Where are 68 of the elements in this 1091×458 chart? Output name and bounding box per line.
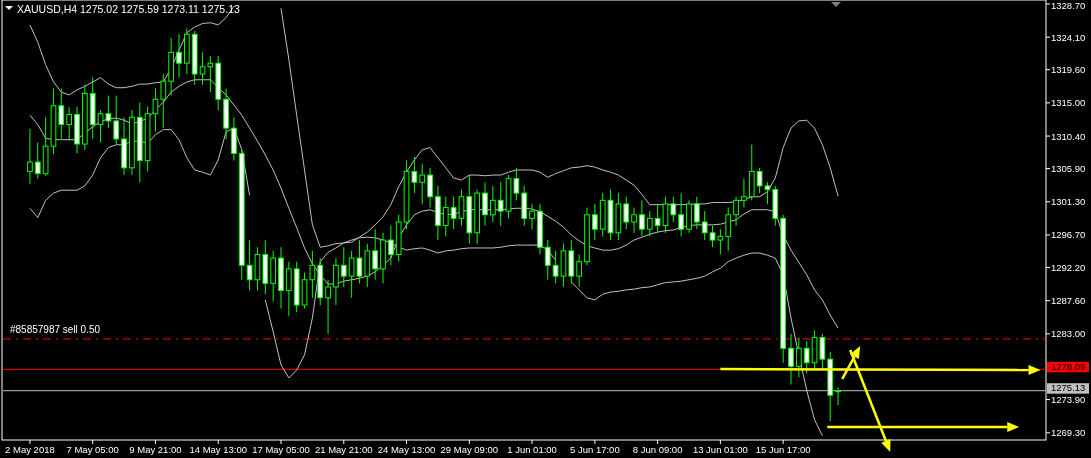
ref-line-label: 1275.13	[1051, 382, 1086, 394]
x-tick-label: 9 May 21:00	[129, 444, 182, 455]
candlestick	[795, 336, 802, 378]
candlestick	[66, 106, 73, 141]
candlestick	[701, 210, 708, 241]
candlestick	[27, 128, 33, 185]
y-tick-label: 1301.30	[1051, 196, 1086, 208]
x-tick-label: 2 May 2018	[5, 444, 55, 455]
candlestick	[576, 253, 583, 288]
y-tick-label: 1287.60	[1051, 295, 1086, 307]
candlestick	[678, 192, 685, 237]
candlestick	[646, 210, 653, 237]
candlestick	[176, 33, 182, 79]
candlestick	[733, 196, 739, 227]
candlestick	[544, 239, 551, 281]
y-tick-label: 1283.00	[1051, 328, 1086, 340]
candlestick	[58, 87, 65, 140]
x-tick-label: 5 Jun 17:00	[570, 444, 620, 455]
x-tick-label: 13 Jun 01:00	[692, 444, 748, 455]
candlestick	[442, 196, 449, 237]
candlestick	[387, 225, 394, 266]
candlestick	[623, 196, 630, 230]
y-tick-label: 1292.20	[1051, 261, 1086, 273]
candlestick	[670, 196, 677, 223]
y-tick-label: 1315.00	[1051, 97, 1086, 109]
candlestick	[113, 95, 120, 145]
candlestick	[325, 279, 331, 335]
y-tick-label: 1328.70	[1051, 0, 1086, 11]
x-tick-label: 7 May 05:00	[66, 444, 119, 455]
candlestick	[693, 196, 700, 230]
x-tick-label: 15 Jun 17:00	[755, 444, 811, 455]
candlestick	[725, 207, 732, 252]
candlestick	[419, 163, 426, 205]
candlestick	[340, 246, 347, 288]
y-tick-label: 1319.60	[1051, 64, 1086, 76]
chart-title: XAUUSD,H4 1275.02 1275.59 1273.11 1275.13	[17, 3, 240, 15]
x-tick-label: 24 May 13:00	[377, 444, 436, 455]
candlestick	[34, 142, 41, 180]
ref-line-label: #85857987 sell 0.50	[10, 323, 101, 335]
y-tick-label: 1305.90	[1051, 163, 1086, 175]
candlestick	[631, 207, 637, 234]
candlestick	[427, 167, 433, 209]
y-tick-label: 1269.30	[1051, 427, 1086, 439]
y-tick-label: 1273.90	[1051, 394, 1086, 406]
candlestick	[285, 261, 292, 317]
candlestick	[803, 340, 810, 375]
candlestick	[372, 228, 379, 281]
x-tick-label: 17 May 05:00	[252, 444, 310, 455]
x-tick-label: 8 Jun 09:00	[632, 444, 683, 455]
ref-line-label: 1278.09	[1051, 360, 1086, 372]
y-tick-label: 1310.40	[1051, 130, 1086, 142]
candlestick	[639, 199, 645, 237]
x-tick-label: 21 May 21:00	[314, 444, 373, 455]
x-tick-label: 29 May 09:00	[440, 444, 499, 455]
candlestick	[529, 203, 535, 230]
candlestick	[741, 178, 747, 209]
candlestick	[497, 181, 504, 227]
y-tick-label: 1296.70	[1051, 229, 1086, 241]
candlestick	[591, 203, 598, 241]
y-tick-label: 1324.10	[1051, 31, 1086, 43]
candlestick	[160, 73, 167, 129]
candlestick	[788, 333, 794, 385]
candlestick	[333, 257, 339, 306]
x-tick-label: 1 Jun 01:00	[507, 444, 557, 455]
candlestick	[489, 185, 496, 223]
candlestick	[482, 181, 488, 227]
x-tick-label: 14 May 13:00	[189, 444, 248, 455]
candlestick	[835, 386, 841, 406]
